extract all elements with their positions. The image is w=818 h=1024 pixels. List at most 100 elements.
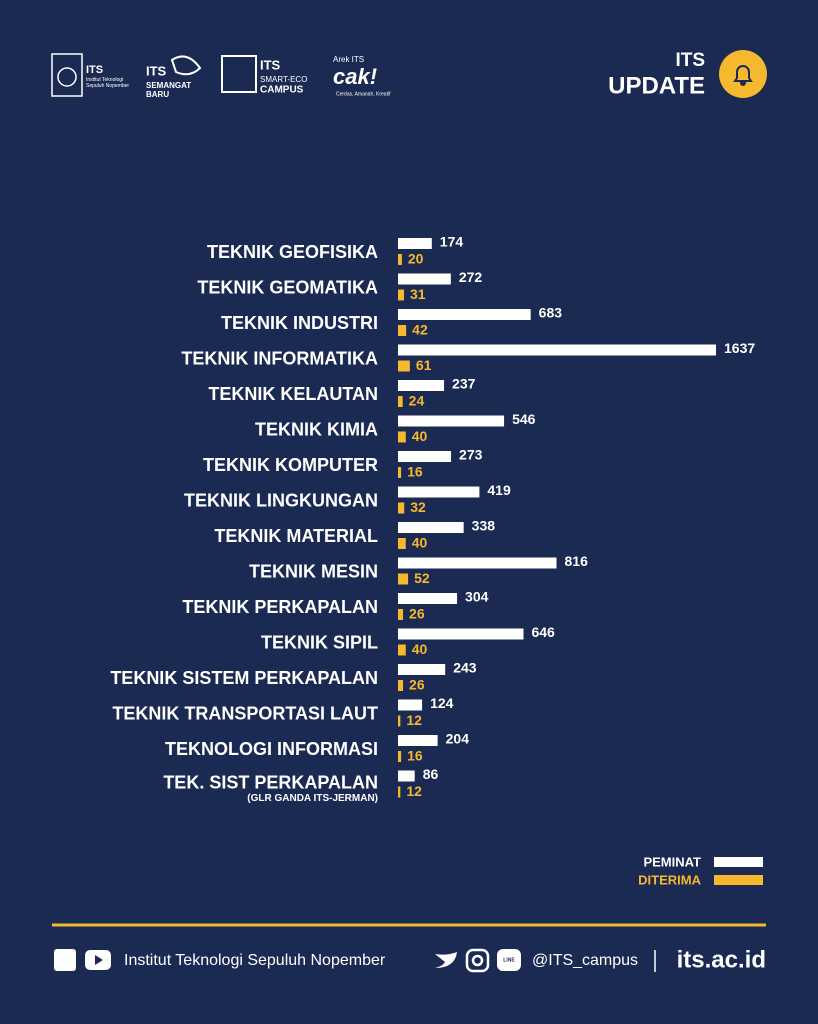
- bar: [398, 289, 405, 301]
- logo-sub: SEMANGAT: [146, 81, 191, 90]
- value-label: 1637: [724, 340, 755, 356]
- bar: [398, 254, 402, 265]
- category-label: TEKNIK GEOMATIKA: [197, 277, 378, 297]
- logo-sub: SMART-ECO: [260, 75, 307, 84]
- value-label: 20: [408, 251, 424, 267]
- bar: [398, 735, 438, 746]
- value-label: 272: [459, 269, 483, 285]
- bar: [398, 751, 402, 762]
- logo-sub: CAMPUS: [260, 85, 304, 96]
- value-label: 40: [412, 428, 428, 444]
- badge-main: UPDATE: [608, 72, 705, 99]
- value-label: 237: [452, 376, 476, 392]
- bar: [398, 273, 451, 285]
- value-label: 24: [409, 393, 425, 409]
- value-label: 42: [412, 322, 428, 338]
- logo-emblem-circle: [57, 67, 77, 87]
- logo-sub-wrap: Institut Teknologi Sepuluh Nopember: [86, 77, 130, 89]
- category-label: TEKNIK KELAUTAN: [208, 384, 378, 404]
- category-note: (GLR GANDA ITS-JERMAN): [247, 793, 378, 804]
- legend-label: PEMINAT: [643, 854, 701, 869]
- bar: [398, 522, 464, 533]
- twitter-icon: [435, 952, 457, 968]
- value-label: 273: [459, 447, 483, 463]
- value-label: 16: [407, 748, 423, 764]
- bar: [398, 238, 432, 249]
- youtube-play: [95, 955, 103, 965]
- value-label: 32: [410, 499, 426, 515]
- facebook-icon: [54, 949, 76, 971]
- bar: [398, 680, 404, 691]
- category-label: TEK. SIST PERKAPALAN: [163, 772, 378, 792]
- bar: [398, 360, 410, 372]
- value-label: 546: [512, 411, 536, 427]
- logo-title: ITS: [86, 64, 103, 76]
- bar: [398, 538, 406, 549]
- category-label: TEKNOLOGI INFORMASI: [165, 739, 378, 759]
- bar: [398, 786, 401, 798]
- value-label: 40: [412, 641, 428, 657]
- logo-bird: [170, 55, 202, 76]
- category-label: TEKNIK KOMPUTER: [203, 455, 378, 475]
- logo-sub: BARU: [146, 90, 169, 99]
- logo-title: ITS: [146, 63, 167, 78]
- footer-handle: @ITS_campus: [532, 952, 638, 969]
- value-label: 26: [409, 677, 425, 693]
- category-label: TEKNIK MESIN: [249, 561, 378, 581]
- bar: [398, 573, 409, 585]
- bar: [398, 502, 405, 514]
- value-label: 124: [430, 695, 454, 711]
- bar: [398, 664, 446, 675]
- value-label: 646: [531, 624, 555, 640]
- logo-sub: Institut Teknologi Sepuluh Nopember: [86, 77, 130, 89]
- bar: [398, 557, 557, 569]
- category-label: TEKNIK GEOFISIKA: [207, 242, 378, 262]
- instagram-icon: [465, 948, 490, 973]
- bar: [398, 486, 480, 498]
- logo-box: [221, 55, 257, 93]
- badge-top: ITS: [675, 50, 705, 71]
- category-label: TEKNIK MATERIAL: [214, 526, 378, 546]
- plot: TEKNIK GEOFISIKA 174 20 TEKNIK GEOMATIKA 272…: [110, 234, 763, 887]
- logo-emblem: [51, 53, 83, 97]
- bar: [398, 451, 452, 462]
- bar: [398, 325, 407, 336]
- value-label: 338: [472, 518, 496, 534]
- logo-top: Arek ITS: [333, 55, 364, 64]
- bar: [398, 770, 415, 782]
- bar: [398, 431, 406, 443]
- bar: [398, 593, 458, 604]
- value-label: 174: [440, 234, 464, 250]
- value-label: 52: [414, 570, 430, 586]
- bar: [398, 415, 505, 427]
- value-label: 12: [406, 783, 422, 799]
- footer-website: its.ac.id: [677, 946, 766, 973]
- bar: [398, 715, 401, 727]
- category-label: TEKNIK SISTEM PERKAPALAN: [110, 668, 378, 688]
- bar: [398, 628, 524, 640]
- value-label: 12: [406, 712, 422, 728]
- bar: [398, 609, 404, 620]
- value-label: 61: [416, 357, 432, 373]
- footer-org: Institut Teknologi Sepuluh Nopember: [124, 952, 386, 969]
- value-label: 304: [465, 589, 489, 605]
- category-label: TEKNIK KIMIA: [255, 419, 378, 439]
- bar: [398, 344, 716, 356]
- value-label: 31: [410, 286, 426, 302]
- category-label: TEKNIK TRANSPORTASI LAUT: [112, 703, 378, 723]
- bar: [398, 644, 406, 656]
- value-label: 204: [446, 731, 470, 747]
- bell-icon: [733, 65, 753, 86]
- instagram-lens: [471, 954, 484, 967]
- logo-sub: Cerdas, Amanah, Kreatif: [336, 91, 391, 97]
- category-label: TEKNIK PERKAPALAN: [182, 597, 378, 617]
- line-icon: [497, 949, 521, 971]
- value-label: 40: [412, 535, 428, 551]
- category-label: TEKNIK SIPIL: [261, 632, 378, 652]
- category-label: TEKNIK LINGKUNGAN: [184, 490, 378, 510]
- value-label: 816: [565, 553, 589, 569]
- logo-title: ITS: [260, 57, 281, 72]
